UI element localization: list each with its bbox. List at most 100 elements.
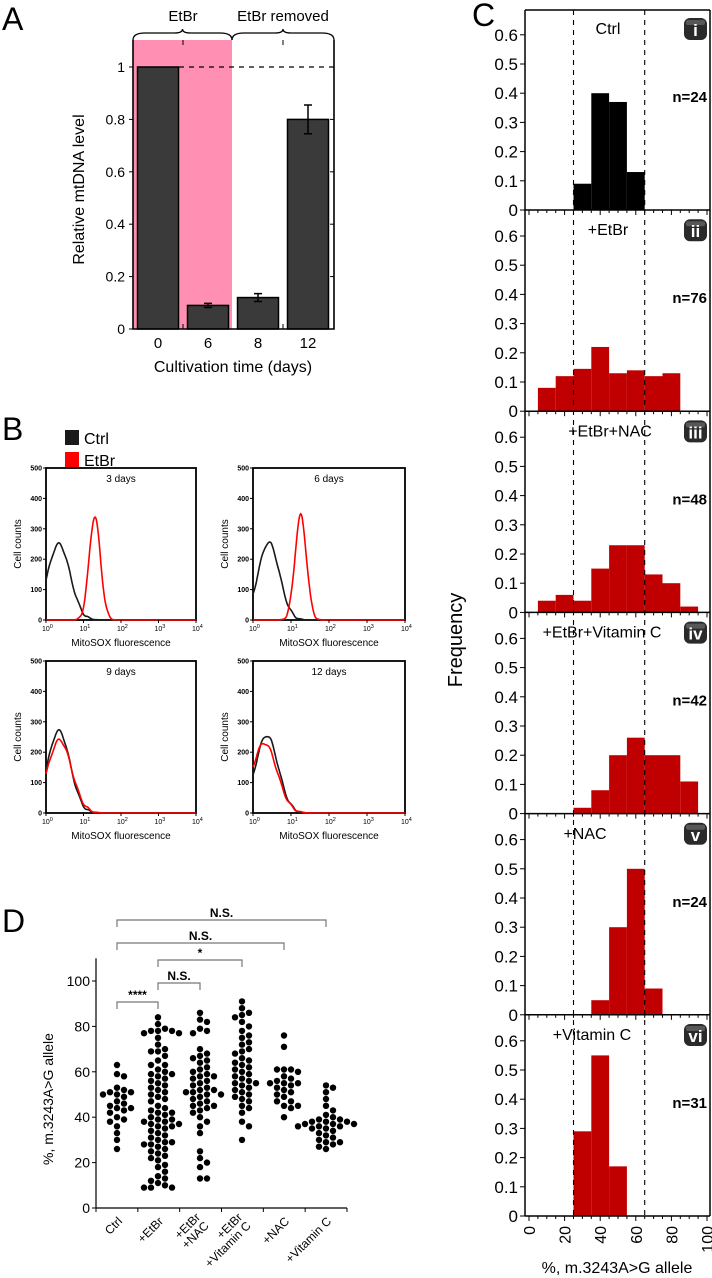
y-tick-label: 200 xyxy=(237,557,249,564)
data-point xyxy=(147,1177,155,1185)
histogram-bar xyxy=(662,583,681,613)
histogram-bar xyxy=(609,373,627,412)
data-point xyxy=(189,1109,197,1116)
y-tick-label: 0.5 xyxy=(494,860,518,879)
legend-swatch-ctrl xyxy=(65,430,79,445)
data-point xyxy=(196,1086,204,1094)
y-tick-label: 0 xyxy=(509,1207,518,1226)
x-tick-label: 102 xyxy=(325,624,336,633)
histogram-ii: 0 0.1 0.2 0.3 0.4 0.5 0.6 +EtBr n=76 ii xyxy=(494,219,710,421)
data-point xyxy=(343,1118,351,1125)
panel-c-frequency-histograms: 0 0.1 0.2 0.3 0.4 0.5 0.6 Ctrl n=24 i 0 0.1 0.2 0.3 0.… xyxy=(445,9,712,1277)
y-tick-label: 300 xyxy=(237,719,249,726)
data-point xyxy=(189,1082,197,1089)
badge-highlight xyxy=(686,1026,705,1031)
y-tick-label: 0.4 xyxy=(494,688,518,707)
etbr-brace xyxy=(132,28,233,41)
data-point xyxy=(106,1109,114,1116)
y-tick-label: 0 xyxy=(509,805,518,824)
y-tick-label: 0.5 xyxy=(494,55,518,74)
x-tick-label: 6 xyxy=(204,335,212,352)
y-tick-label: 200 xyxy=(237,750,249,757)
data-point xyxy=(161,1175,169,1182)
x-tick-label: 104 xyxy=(401,817,412,826)
data-point xyxy=(280,1080,288,1087)
sample-size-label: n=76 xyxy=(672,290,707,307)
data-point xyxy=(280,1093,288,1101)
significance-bracket xyxy=(116,919,327,927)
data-point xyxy=(294,1080,302,1087)
x-category-label: +EtBr+NAC xyxy=(170,1210,211,1251)
data-point xyxy=(147,1061,155,1069)
sample-size-label: n=31 xyxy=(672,1095,707,1112)
y-tick-label: 500 xyxy=(30,659,42,666)
roman-badge: vi xyxy=(684,1024,707,1046)
data-point xyxy=(127,1089,135,1096)
histogram-vi: 0 0.1 0.2 0.3 0.4 0.5 0.6 +Vitamin C n=31 vi xyxy=(494,1024,710,1226)
roman-badge: v xyxy=(684,822,707,845)
data-point xyxy=(280,1073,288,1080)
data-point xyxy=(238,1109,246,1116)
data-point xyxy=(329,1134,337,1141)
data-point xyxy=(113,1091,121,1098)
y-tick-label: 0.2 xyxy=(494,545,518,564)
data-point xyxy=(196,1080,204,1087)
y-tick-label: 0.2 xyxy=(494,947,518,966)
panel-label-d: D xyxy=(2,903,25,939)
data-point xyxy=(196,1009,204,1016)
data-point xyxy=(203,1050,211,1057)
data-point xyxy=(147,1127,155,1135)
badge-highlight xyxy=(686,824,705,830)
data-point xyxy=(106,1118,114,1125)
legend-label: EtBr xyxy=(84,453,116,470)
data-point xyxy=(238,1041,246,1048)
x-tick-label: 102 xyxy=(117,817,128,826)
x-tick-label: 0 xyxy=(154,335,162,352)
y-tick-label: 0.4 xyxy=(106,216,126,232)
data-point xyxy=(161,1182,169,1189)
y-tick-label: 0.6 xyxy=(494,428,518,447)
histogram-bar xyxy=(662,755,681,814)
data-point xyxy=(196,1107,204,1114)
x-tick-label: 0 xyxy=(522,1226,539,1235)
data-point xyxy=(168,1027,176,1035)
data-point xyxy=(245,1057,253,1064)
data-point xyxy=(113,1070,121,1078)
data-point xyxy=(245,1039,253,1046)
data-point xyxy=(322,1145,330,1153)
data-point xyxy=(287,1066,295,1073)
curve-ctrl xyxy=(45,541,196,621)
histogram-bar xyxy=(609,755,627,814)
significance-bracket xyxy=(116,1001,159,1009)
y-tick-label: 0.1 xyxy=(494,574,518,593)
y-tick-label: 0.3 xyxy=(494,113,518,132)
data-point xyxy=(168,1070,176,1078)
data-point xyxy=(106,1089,114,1096)
x-axis-title: %, m.3243A>G allele xyxy=(542,1260,693,1277)
data-point xyxy=(161,1068,169,1076)
x-tick-label: 101 xyxy=(80,624,91,633)
histogram-bar xyxy=(644,574,663,613)
data-point xyxy=(322,1118,330,1125)
badge-numeral: iv xyxy=(688,625,703,644)
y-tick-label: 0.2 xyxy=(494,1149,518,1168)
data-point xyxy=(280,1043,288,1051)
x-tick-label: 103 xyxy=(155,624,166,633)
data-point xyxy=(196,1154,204,1162)
data-point xyxy=(280,1032,288,1039)
badge-highlight xyxy=(686,623,705,629)
y-tick-label: 0.6 xyxy=(494,1032,518,1051)
data-point xyxy=(147,1114,155,1121)
data-point xyxy=(140,1030,148,1037)
data-point xyxy=(238,1082,246,1089)
data-point xyxy=(287,1075,295,1082)
data-point xyxy=(175,1030,183,1037)
data-point xyxy=(113,1114,121,1121)
histogram-bar xyxy=(626,172,645,210)
y-tick-label: 0.1 xyxy=(494,977,518,996)
y-tick-label: 100 xyxy=(237,780,249,787)
data-point xyxy=(231,1050,239,1057)
data-point xyxy=(322,1082,330,1089)
etbr-removed-brace xyxy=(231,28,335,41)
data-point xyxy=(329,1141,337,1148)
